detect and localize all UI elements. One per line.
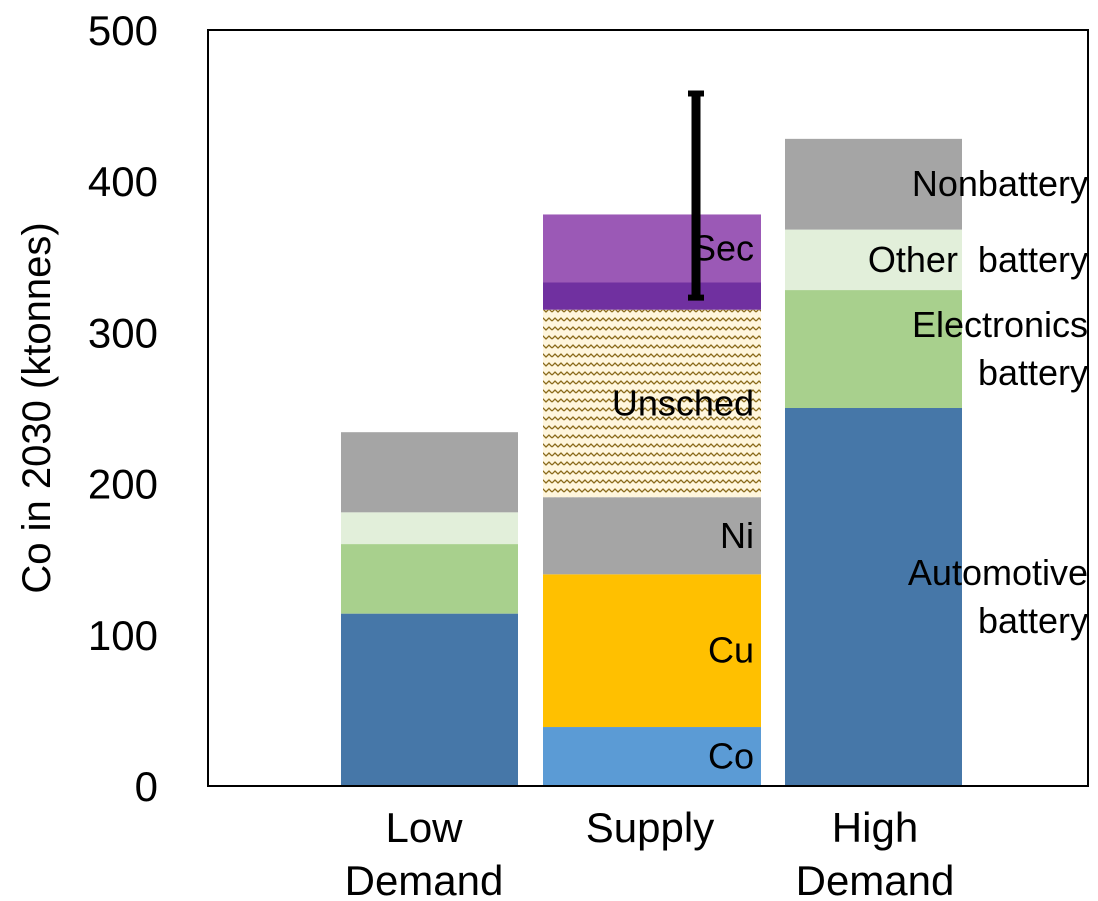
supply-label-ni: Ni (720, 515, 754, 556)
y-tick-label: 400 (88, 158, 158, 205)
supply-segment-unsched (543, 309, 761, 498)
low-demand-segment-automotive (341, 613, 518, 786)
high-demand-label-other: Other battery (868, 239, 1088, 280)
high-demand-label-electronics: Electronics (912, 304, 1088, 345)
high-demand-segment-other (785, 229, 962, 291)
supply-label-cu: Cu (708, 630, 754, 671)
supply-label-co: Co (708, 736, 754, 777)
y-tick-label: 500 (88, 7, 158, 54)
supply-label-unsched: Unsched (612, 382, 754, 423)
low-demand-segment-electronics (341, 544, 518, 614)
high-demand-label-electronics: battery (978, 352, 1088, 393)
x-category-label: Demand (796, 857, 955, 901)
low-demand-segment-nonbattery (341, 432, 518, 513)
high-demand-segment-electronics (785, 290, 962, 408)
x-category-label: Supply (586, 804, 714, 851)
high-demand-label-automotive: battery (978, 600, 1088, 641)
y-tick-label: 100 (88, 612, 158, 659)
x-category-label: High (832, 804, 918, 851)
y-tick-label: 0 (135, 763, 158, 810)
x-axis: Low Demand Supply High Demand (345, 804, 955, 901)
supply-segment-co (543, 727, 761, 786)
supply-segment-sec_dark (543, 282, 761, 310)
y-axis: 0 100 200 300 400 500 (88, 7, 158, 810)
low-demand-segment-other (341, 512, 518, 545)
high-demand-segment-automotive (785, 408, 962, 786)
segment-labels-layer: Co Cu Ni Unsched Sec Automotive battery Electro… (612, 90, 1088, 777)
high-demand-label-automotive: Automotive (908, 552, 1088, 593)
supply-label-sec: Sec (692, 227, 754, 268)
high-demand-segment-nonbattery (785, 138, 962, 230)
y-tick-label: 200 (88, 461, 158, 508)
bars-layer (341, 138, 962, 786)
x-category-label: Low (385, 804, 463, 851)
supply-segment-sec (543, 214, 761, 283)
y-axis-title: Co in 2030 (ktonnes) (15, 222, 59, 593)
plot-area-frame (207, 29, 1089, 787)
supply-segment-ni (543, 497, 761, 575)
y-tick-label: 300 (88, 309, 158, 356)
supply-segment-cu (543, 574, 761, 728)
high-demand-label-nonbattery: Nonbattery (912, 163, 1088, 204)
x-category-label: Demand (345, 857, 504, 901)
